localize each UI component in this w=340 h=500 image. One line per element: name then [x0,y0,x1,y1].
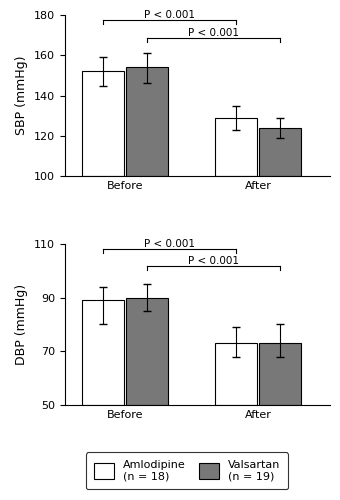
Bar [259,343,301,405]
Y-axis label: DBP (mmHg): DBP (mmHg) [15,284,28,365]
Text: P < 0.001: P < 0.001 [188,256,239,266]
Bar [82,300,124,405]
Text: P < 0.001: P < 0.001 [188,28,239,38]
Y-axis label: SBP (mmHg): SBP (mmHg) [15,56,28,136]
Text: P < 0.001: P < 0.001 [144,238,195,248]
Bar [126,68,169,176]
Text: P < 0.001: P < 0.001 [144,10,195,20]
Bar [82,72,124,176]
Bar [259,128,301,176]
Bar [215,343,257,405]
Bar [215,118,257,176]
Legend: Amlodipine
(n = 18), Valsartan
(n = 19): Amlodipine (n = 18), Valsartan (n = 19) [86,452,288,490]
Bar [126,298,169,405]
